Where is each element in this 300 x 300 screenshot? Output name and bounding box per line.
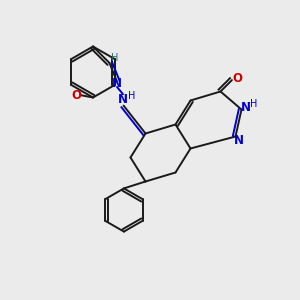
Text: O: O (232, 72, 242, 85)
Text: H: H (111, 52, 118, 63)
Text: H: H (128, 91, 135, 101)
Text: N: N (234, 134, 244, 147)
Text: O: O (71, 88, 82, 102)
Text: N: N (118, 93, 128, 106)
Text: N: N (112, 77, 122, 90)
Text: H: H (250, 99, 258, 109)
Text: N: N (241, 100, 251, 114)
